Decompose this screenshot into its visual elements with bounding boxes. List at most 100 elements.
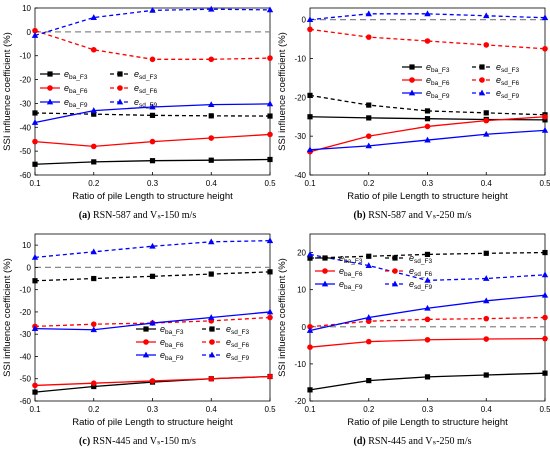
- panel-d-data-point: [542, 249, 548, 256]
- panel-a-legend-label: eba_F9: [64, 97, 88, 109]
- panel-d-x-axis-label: Ratio of pile Length to structure height: [347, 417, 508, 428]
- panel-c-data-point: [32, 278, 38, 284]
- panel-d-data-point: [542, 335, 548, 342]
- panel-d-y-tick-label: 10: [297, 286, 306, 295]
- panel-b-series-ba-f9: [306, 126, 549, 153]
- panel-a-y-tick-label: -10: [19, 52, 31, 61]
- panel-b-data-point: [483, 42, 490, 48]
- panel-c-x-tick-label: 0.5: [264, 405, 276, 414]
- panel-c-data-point: [149, 319, 156, 326]
- panel-d-data-point: [365, 338, 372, 345]
- panel-b-series-line: [309, 28, 546, 50]
- caption-a-text: RSN-587 and Vₛ-150 m/s: [92, 210, 197, 221]
- panel-d-data-point: [366, 253, 372, 259]
- panel-c-y-tick-label: 0: [27, 263, 32, 272]
- panel-d-data-point: [483, 250, 489, 256]
- panel-b-data-point: [424, 116, 431, 122]
- panel-a-y-axis-label: SSI influence coefficient (%): [2, 32, 13, 151]
- panel-c-legend-marker: [142, 351, 150, 358]
- panel-a-data-point: [32, 161, 38, 167]
- panel-b-data-point: [306, 146, 314, 153]
- panel-b-x-tick-label: 0.4: [481, 179, 493, 188]
- panel-a-y-tick-label: -20: [19, 76, 31, 85]
- panel-b-x-tick-label: 0.5: [539, 179, 550, 188]
- panel-b-data-point: [366, 115, 372, 121]
- panel-d-legend-marker: [392, 268, 398, 274]
- panel-c-data-point: [266, 308, 274, 315]
- panel-b-legend-label: esd_F6: [496, 75, 519, 87]
- panel-c-data-point: [267, 269, 273, 275]
- panel-d-series-line: [309, 294, 546, 332]
- panel-d-y-tick-label: 20: [297, 249, 306, 258]
- panel-d-data-point: [306, 251, 314, 257]
- panel-a-data-point: [267, 131, 273, 138]
- panel-b-data-point: [366, 102, 372, 108]
- panel-b-data-point: [483, 130, 490, 137]
- panel-a-x-axis-label: Ratio of pile Length to structure height: [72, 191, 233, 202]
- panel-b-y-tick-label: -20: [294, 93, 306, 102]
- panel-c-data-point: [31, 253, 39, 260]
- panel-b-legend-label: esd_F9: [496, 88, 519, 100]
- panel-b-legend-marker: [479, 64, 485, 70]
- panel-a-x-tick-label: 0.5: [264, 179, 276, 188]
- panel-d-data-point: [365, 314, 372, 320]
- panel-a-legend-marker: [46, 98, 54, 105]
- panel-c-data-point: [267, 314, 273, 321]
- panel-c-data-point: [32, 389, 38, 395]
- panel-a-legend-label: eba_F6: [64, 83, 88, 95]
- panel-a-legend-label: eba_F3: [64, 69, 88, 81]
- panel-d-y-tick-label: -20: [294, 397, 306, 406]
- panel-d-legend-label: eba_F9: [339, 279, 363, 291]
- panel-c-y-tick-label: -60: [19, 397, 31, 406]
- caption-d-label: (d): [353, 436, 366, 447]
- caption-b: (b) RSN-587 and Vₛ-250 m/s: [275, 210, 550, 221]
- panel-c-data-point: [266, 237, 274, 244]
- panel-c-x-tick-label: 0.3: [147, 405, 159, 414]
- panel-c-data-point: [208, 375, 215, 382]
- panel-c-y-tick-label: -50: [19, 375, 31, 384]
- panel-a-data-point: [267, 55, 273, 61]
- panel-b-legend-marker: [479, 77, 485, 83]
- panel-a-series-sd-f3: [32, 110, 273, 119]
- panel-c-series-ba-f6: [32, 373, 273, 389]
- panel-b-x-axis-label: Ratio of pile Length to structure height: [347, 191, 508, 202]
- panel-d-data-point: [424, 316, 431, 323]
- panel-a-series-sd-f6: [32, 27, 273, 63]
- panel-a-y-tick-label: 0: [27, 28, 32, 37]
- panel-c-series-sd-f9: [31, 237, 274, 260]
- panel-b-y-tick-label: 0: [302, 16, 307, 25]
- panel-a-legend-label: esd_F9: [134, 97, 157, 109]
- panel-d-data-point: [306, 327, 314, 333]
- panel-a-x-tick-label: 0.4: [206, 179, 218, 188]
- panel-a: 0.1 0.2 0.3 0.4 0.5 -60 -50 -40 -30 -20 -10 0 10 Rati…: [0, 0, 276, 226]
- panel-d-legend-label: esd_F3: [409, 253, 432, 265]
- panel-d-legend-label: esd_F9: [409, 279, 432, 291]
- panel-d-legend-label: eba_F6: [339, 266, 363, 278]
- panel-b-data-point: [365, 133, 372, 139]
- panel-d-data-point: [542, 314, 548, 321]
- panel-d-series-sd-f3: [307, 249, 548, 261]
- panel-a-y-tick-label: -30: [19, 99, 31, 108]
- panel-c-y-tick-label: -30: [19, 330, 31, 339]
- panel-c-y-tick-label: -10: [19, 286, 31, 295]
- panel-c-legend-label: esd_F6: [226, 337, 249, 349]
- panel-c-x-axis-label: Ratio of pile Length to structure height: [72, 417, 233, 428]
- panel-c-legend-marker: [143, 339, 149, 345]
- panel-a-y-tick-label: -40: [19, 123, 31, 132]
- panel-b-series-line: [309, 94, 546, 116]
- panel-d-series-ba-f6: [307, 335, 548, 350]
- panel-b-x-tick-label: 0.1: [304, 179, 316, 188]
- panel-d-data-point: [307, 344, 313, 350]
- panel-d: 0.1 0.2 0.3 0.4 0.5 -20 -10 0 10 20 Ratio of pile …: [275, 226, 550, 452]
- panel-a-data-point: [149, 112, 156, 118]
- panel-a-data-point: [91, 159, 97, 165]
- caption-c-label: (c): [79, 436, 91, 447]
- panel-d-legend-label: eba_F3: [339, 253, 363, 265]
- panel-c-legend-label: eba_F6: [160, 337, 184, 349]
- panel-a-data-point: [90, 14, 97, 20]
- panel-b-legend-label: eba_F6: [426, 75, 450, 87]
- panel-c-data-point: [149, 378, 156, 384]
- panel-b-data-point: [542, 113, 548, 120]
- panel-a-data-point: [266, 100, 274, 107]
- panel-a-x-tick-label: 0.3: [147, 179, 159, 188]
